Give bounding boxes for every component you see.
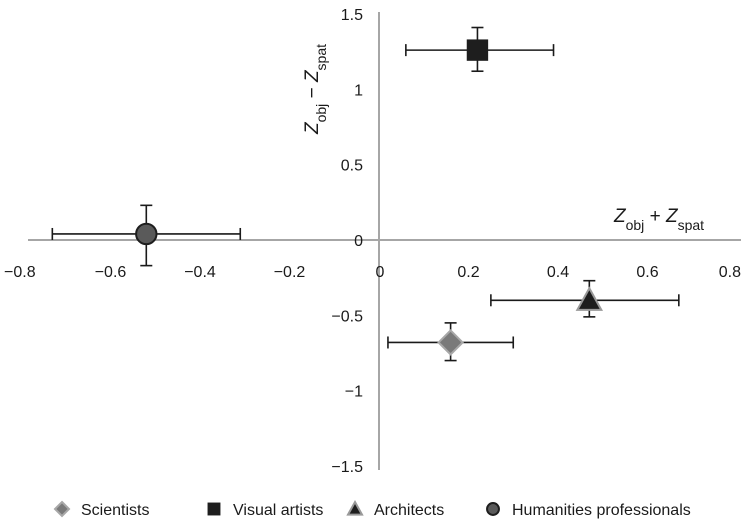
x-tick-label: 0 bbox=[376, 264, 385, 281]
legend-marker-diamond bbox=[53, 500, 71, 518]
legend-label: Humanities professionals bbox=[512, 502, 691, 519]
legend-item: Visual artists bbox=[207, 502, 323, 519]
legend-label: Visual artists bbox=[233, 502, 323, 519]
legend-label: Architects bbox=[374, 502, 444, 519]
x-tick-label: −0.4 bbox=[184, 264, 216, 281]
axes bbox=[28, 12, 741, 470]
y-tick-label: −1 bbox=[345, 384, 363, 401]
data-point-diamond bbox=[437, 329, 465, 356]
y-tick-label: 0.5 bbox=[341, 158, 363, 175]
series-architects bbox=[490, 279, 680, 318]
legend-marker-square bbox=[207, 502, 221, 516]
series-humanities-professionals bbox=[51, 204, 242, 267]
legend-marker-circle bbox=[486, 502, 500, 516]
legend-marker-triangle bbox=[346, 499, 364, 516]
series-scientists bbox=[387, 322, 515, 362]
y-axis-label: Zobj − Zspat bbox=[302, 44, 329, 135]
x-tick-label: 0.8 bbox=[719, 264, 741, 281]
data-marks bbox=[51, 26, 680, 362]
legend: Scientists Visual artists Architects Humani… bbox=[53, 499, 691, 519]
series-visual-artists bbox=[405, 26, 555, 73]
x-tick-label: 0.6 bbox=[636, 264, 658, 281]
x-tick-label: 0.4 bbox=[547, 264, 569, 281]
tick-labels: −0.8 −0.6 −0.4 −0.2 0 0.2 0.4 0.6 0.8 1.5 1 0.5 0 −0.… bbox=[4, 7, 741, 476]
legend-item: Humanities professionals bbox=[486, 502, 691, 519]
y-tick-label: 1 bbox=[354, 82, 363, 99]
x-axis-label: Zobj + Zspat bbox=[613, 206, 704, 233]
legend-item: Scientists bbox=[53, 500, 149, 519]
data-point-triangle bbox=[575, 286, 604, 311]
y-tick-label: −1.5 bbox=[331, 459, 363, 476]
x-tick-label: 0.2 bbox=[457, 264, 479, 281]
y-tick-label: 1.5 bbox=[341, 7, 363, 24]
x-tick-label: −0.8 bbox=[4, 264, 36, 281]
x-tick-label: −0.2 bbox=[274, 264, 306, 281]
legend-item: Architects bbox=[346, 499, 444, 519]
y-tick-label: −0.5 bbox=[331, 308, 363, 325]
x-tick-label: −0.6 bbox=[95, 264, 127, 281]
legend-label: Scientists bbox=[81, 502, 149, 519]
data-point-circle bbox=[135, 222, 158, 246]
y-tick-label: 0 bbox=[354, 233, 363, 250]
data-point-square bbox=[466, 39, 489, 61]
